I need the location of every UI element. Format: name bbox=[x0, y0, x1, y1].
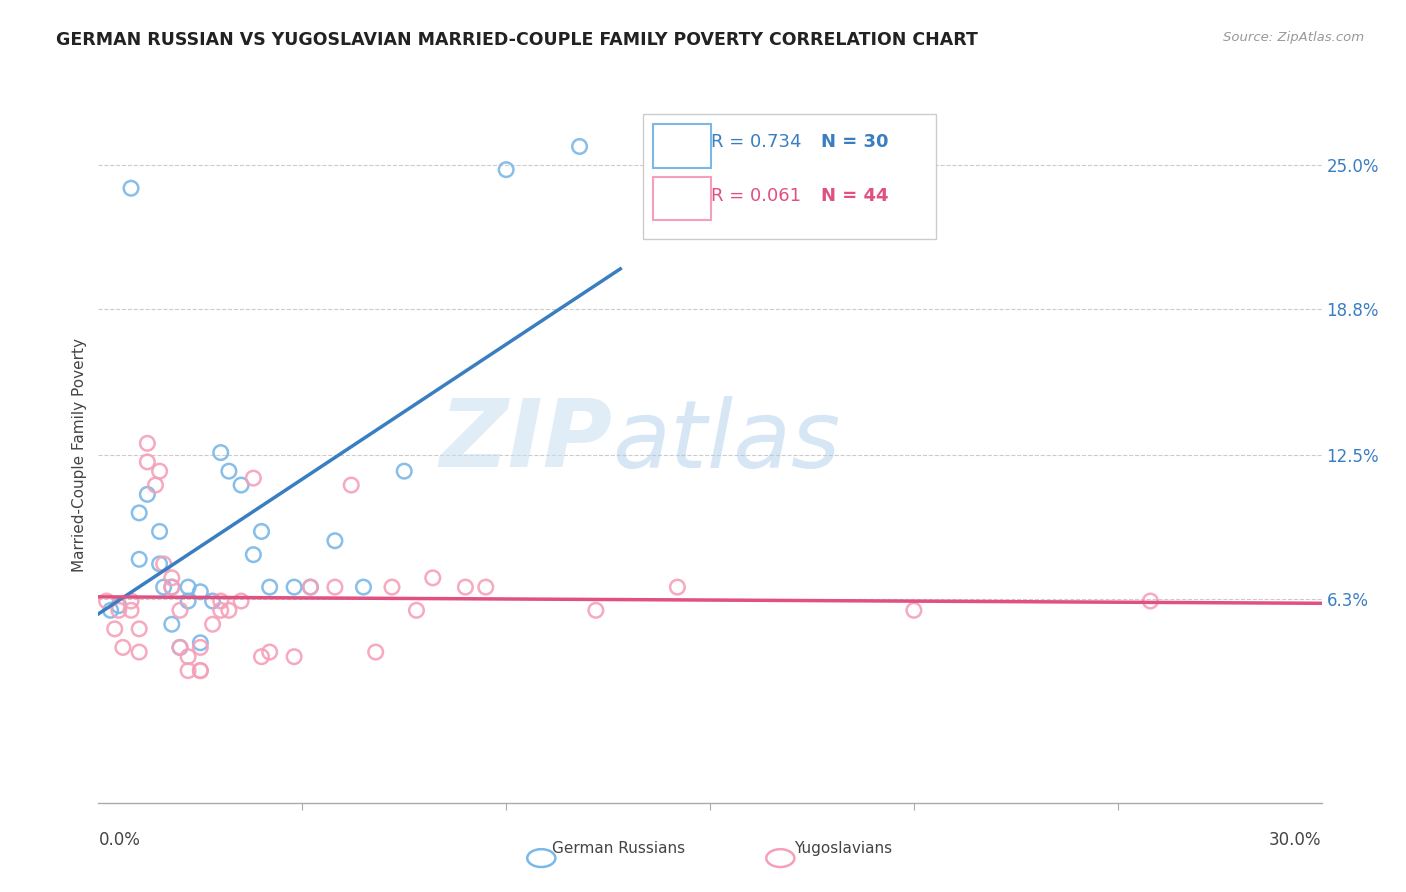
Point bbox=[100, 603, 122, 617]
Point bbox=[283, 580, 305, 594]
Point bbox=[160, 571, 183, 585]
Text: GERMAN RUSSIAN VS YUGOSLAVIAN MARRIED-COUPLE FAMILY POVERTY CORRELATION CHART: GERMAN RUSSIAN VS YUGOSLAVIAN MARRIED-CO… bbox=[56, 31, 979, 49]
Y-axis label: Married-Couple Family Poverty: Married-Couple Family Poverty bbox=[72, 338, 87, 572]
Text: R = 0.061: R = 0.061 bbox=[711, 187, 801, 205]
Point bbox=[231, 478, 253, 492]
Point bbox=[169, 640, 191, 655]
FancyBboxPatch shape bbox=[652, 125, 711, 168]
Point bbox=[585, 603, 607, 617]
Point bbox=[209, 445, 232, 459]
Point bbox=[188, 636, 212, 650]
Point bbox=[108, 599, 131, 613]
Point bbox=[188, 664, 212, 678]
Point bbox=[188, 584, 212, 599]
Point bbox=[218, 603, 240, 617]
Point bbox=[177, 580, 200, 594]
Point bbox=[352, 580, 374, 594]
Point bbox=[242, 548, 264, 562]
Text: R = 0.734: R = 0.734 bbox=[711, 133, 801, 151]
Point bbox=[177, 664, 200, 678]
Point bbox=[152, 580, 174, 594]
Point bbox=[111, 640, 134, 655]
Point bbox=[120, 181, 142, 195]
Point bbox=[128, 645, 150, 659]
Point bbox=[392, 464, 416, 478]
Point bbox=[120, 603, 142, 617]
Point bbox=[422, 571, 444, 585]
Text: Yugoslavians: Yugoslavians bbox=[794, 841, 893, 856]
Point bbox=[259, 580, 281, 594]
Text: Source: ZipAtlas.com: Source: ZipAtlas.com bbox=[1223, 31, 1364, 45]
Point bbox=[169, 640, 191, 655]
Point bbox=[128, 506, 150, 520]
Point bbox=[250, 524, 273, 539]
Point bbox=[209, 594, 232, 608]
Point bbox=[149, 557, 172, 571]
Point bbox=[283, 649, 305, 664]
Text: German Russians: German Russians bbox=[553, 841, 685, 856]
Point bbox=[136, 436, 159, 450]
Point bbox=[128, 622, 150, 636]
Point bbox=[201, 617, 224, 632]
Point bbox=[152, 557, 174, 571]
Point bbox=[108, 603, 131, 617]
Point bbox=[160, 580, 183, 594]
Point bbox=[160, 617, 183, 632]
Point bbox=[188, 664, 212, 678]
Point bbox=[149, 524, 172, 539]
Point bbox=[177, 649, 200, 664]
Point bbox=[250, 649, 273, 664]
Point bbox=[903, 603, 925, 617]
Text: 30.0%: 30.0% bbox=[1270, 830, 1322, 848]
Text: atlas: atlas bbox=[612, 395, 841, 486]
Point bbox=[136, 487, 159, 501]
Point bbox=[364, 645, 387, 659]
FancyBboxPatch shape bbox=[643, 114, 936, 239]
Point bbox=[96, 594, 118, 608]
Point bbox=[120, 594, 142, 608]
Point bbox=[242, 471, 264, 485]
Point bbox=[104, 622, 127, 636]
Point bbox=[323, 580, 346, 594]
Point bbox=[201, 594, 224, 608]
Point bbox=[160, 580, 183, 594]
Point bbox=[299, 580, 322, 594]
Point bbox=[136, 455, 159, 469]
Point bbox=[495, 162, 517, 177]
Point bbox=[405, 603, 427, 617]
Text: 0.0%: 0.0% bbox=[98, 830, 141, 848]
Point bbox=[1139, 594, 1161, 608]
Text: N = 44: N = 44 bbox=[821, 187, 889, 205]
Point bbox=[340, 478, 363, 492]
Point bbox=[177, 594, 200, 608]
Point bbox=[169, 603, 191, 617]
Point bbox=[454, 580, 477, 594]
Point bbox=[231, 594, 253, 608]
Point bbox=[666, 580, 689, 594]
Point bbox=[209, 603, 232, 617]
Text: ZIP: ZIP bbox=[439, 395, 612, 487]
Point bbox=[381, 580, 404, 594]
Text: N = 30: N = 30 bbox=[821, 133, 889, 151]
Point bbox=[568, 139, 591, 153]
Point bbox=[474, 580, 498, 594]
Point bbox=[149, 464, 172, 478]
FancyBboxPatch shape bbox=[652, 177, 711, 219]
Point bbox=[145, 478, 167, 492]
Point bbox=[323, 533, 346, 548]
Point bbox=[218, 464, 240, 478]
Point bbox=[259, 645, 281, 659]
Point bbox=[128, 552, 150, 566]
Point bbox=[188, 640, 212, 655]
Point bbox=[299, 580, 322, 594]
